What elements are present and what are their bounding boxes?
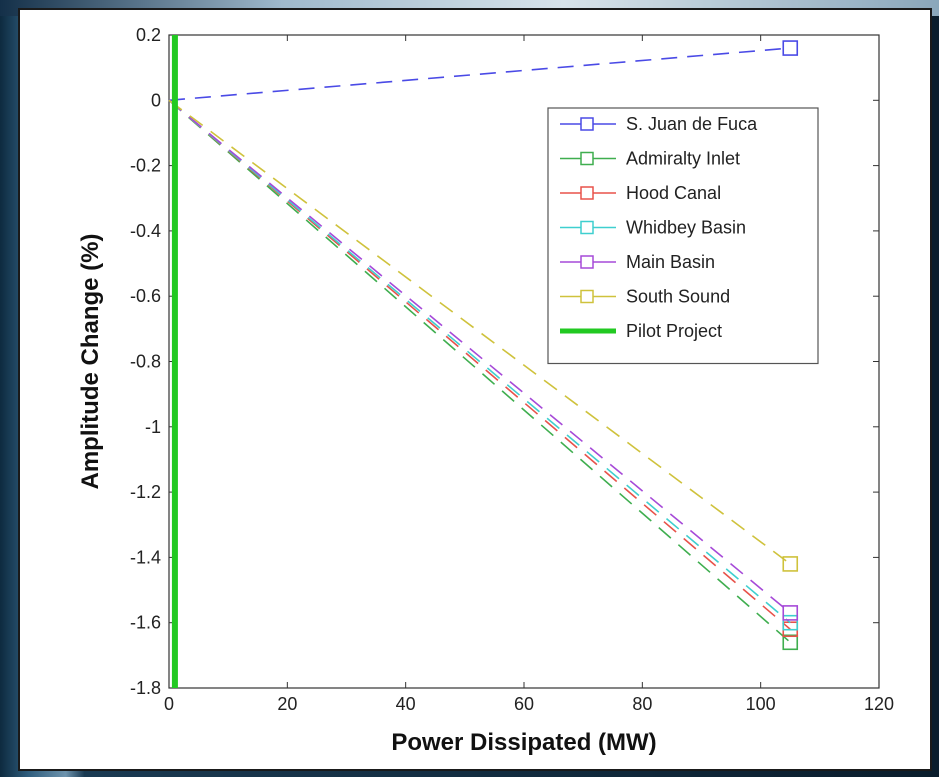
y-tick-label: -1.8 bbox=[130, 678, 161, 698]
series-marker bbox=[782, 556, 799, 572]
legend-entry-label: S. Juan de Fuca bbox=[626, 114, 758, 134]
y-tick-label: -0.2 bbox=[130, 156, 161, 176]
y-tick-label: -0.8 bbox=[130, 352, 161, 372]
series-layer bbox=[168, 35, 799, 688]
series-line bbox=[168, 99, 791, 643]
x-tick-label: 100 bbox=[746, 694, 776, 714]
series-marker bbox=[782, 614, 799, 631]
series-line bbox=[168, 99, 791, 630]
legend-box bbox=[547, 107, 819, 365]
series-marker bbox=[782, 634, 799, 651]
legend-swatch-marker bbox=[580, 186, 594, 200]
y-tick-label: -1 bbox=[145, 417, 161, 437]
y-tick-label: -1.2 bbox=[130, 482, 161, 502]
legend-entry-label: South Sound bbox=[626, 287, 730, 307]
legend-entry-label: Main Basin bbox=[626, 252, 715, 272]
y-axis-label: Amplitude Change (%) bbox=[77, 234, 104, 490]
y-tick-label: -0.6 bbox=[130, 286, 161, 306]
x-axis-label: Power Dissipated (MW) bbox=[391, 729, 656, 756]
legend-swatch-marker bbox=[580, 151, 594, 166]
x-tick-label: 20 bbox=[277, 694, 297, 714]
x-tick-label: 80 bbox=[632, 694, 652, 714]
y-tick-label: -1.6 bbox=[130, 613, 161, 633]
x-tick-label: 60 bbox=[514, 694, 534, 714]
legend-swatch-marker bbox=[580, 220, 594, 235]
legend-swatch-marker bbox=[580, 255, 594, 269]
legend-entry-label: Hood Canal bbox=[626, 183, 721, 203]
x-tick-label: 40 bbox=[396, 694, 416, 714]
ticks: 0 20 40 60 80 100 120 0.2 0 -0.2 -0.4 -0.6 -0.8 -1 -1.… bbox=[130, 25, 894, 714]
y-tick-label: 0.2 bbox=[136, 25, 161, 45]
y-tick-label: -1.4 bbox=[130, 547, 161, 567]
series-line bbox=[168, 99, 791, 624]
series-marker bbox=[782, 40, 799, 56]
x-tick-label: 120 bbox=[864, 694, 894, 714]
legend-swatch-marker bbox=[580, 289, 594, 304]
legend-entry-label: Pilot Project bbox=[626, 321, 722, 341]
y-tick-label: -0.4 bbox=[130, 221, 161, 241]
legend-swatch-marker bbox=[580, 117, 594, 131]
series-line bbox=[168, 99, 791, 614]
legend: S. Juan de Fuca Admiralty Inlet Hood Canal… bbox=[547, 107, 819, 365]
y-tick-label: 0 bbox=[151, 90, 161, 110]
legend-entry-label: Whidbey Basin bbox=[626, 218, 746, 238]
series-marker bbox=[782, 605, 799, 621]
x-tick-label: 0 bbox=[164, 694, 174, 714]
legend-entry-label: Admiralty Inlet bbox=[626, 149, 740, 169]
